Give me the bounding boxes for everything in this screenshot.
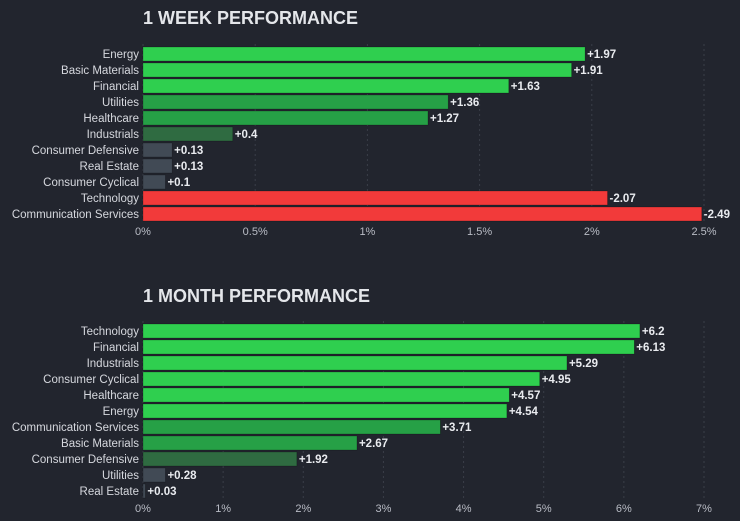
- week-bar[interactable]: [142, 62, 572, 78]
- month-value-label: +2.67: [359, 438, 388, 450]
- week-bar[interactable]: [142, 190, 608, 206]
- week-bar[interactable]: [142, 94, 449, 110]
- month-performance-chart: 1 MONTH PERFORMANCE 0% 1% 2% 3% 4% 5% 6% 7% Tech…: [12, 286, 712, 515]
- month-category-label: Consumer Cyclical: [43, 374, 139, 386]
- month-category-label: Technology: [81, 326, 139, 338]
- month-bar[interactable]: [142, 435, 358, 451]
- week-value-label: +0.13: [174, 161, 203, 173]
- week-category-label: Financial: [93, 81, 139, 93]
- week-value-label: -2.07: [610, 193, 636, 205]
- month-category-label: Energy: [103, 406, 140, 418]
- week-category-label: Consumer Cyclical: [43, 177, 139, 189]
- month-x-tick-label: 4%: [456, 503, 472, 515]
- month-bar[interactable]: [142, 371, 541, 387]
- week-category-label: Technology: [81, 193, 139, 205]
- month-category-label: Financial: [93, 342, 139, 354]
- week-value-label: +0.13: [174, 145, 203, 157]
- month-x-tick-label: 6%: [616, 503, 632, 515]
- week-value-label: +0.4: [235, 129, 258, 141]
- month-chart-title: 1 MONTH PERFORMANCE: [143, 286, 370, 306]
- week-x-tick-label: 2%: [584, 226, 600, 238]
- month-x-tick-label: 1%: [215, 503, 231, 515]
- month-value-label: +4.95: [542, 374, 572, 386]
- week-bar[interactable]: [142, 174, 166, 190]
- week-value-label: +1.91: [574, 65, 604, 77]
- month-category-label: Communication Services: [12, 422, 139, 434]
- week-value-label: +0.1: [167, 177, 190, 189]
- week-category-label: Healthcare: [83, 113, 139, 125]
- month-bar[interactable]: [142, 467, 166, 483]
- month-value-label: +0.03: [147, 486, 176, 498]
- week-x-tick-label: 2.5%: [691, 226, 716, 238]
- month-value-label: +5.29: [569, 358, 598, 370]
- week-bar[interactable]: [142, 206, 703, 222]
- week-category-label: Basic Materials: [61, 65, 139, 77]
- month-bar[interactable]: [142, 339, 635, 355]
- week-category-label: Real Estate: [80, 161, 139, 173]
- week-category-label: Energy: [103, 49, 140, 61]
- week-bar[interactable]: [142, 110, 429, 126]
- week-value-label: +1.36: [450, 97, 479, 109]
- week-category-label: Utilities: [102, 97, 139, 109]
- week-value-label: +1.97: [587, 49, 616, 61]
- month-value-label: +6.13: [636, 342, 665, 354]
- month-bar[interactable]: [142, 387, 510, 403]
- month-bar[interactable]: [142, 323, 641, 339]
- month-category-label: Consumer Defensive: [32, 454, 139, 466]
- month-bar[interactable]: [142, 483, 146, 499]
- month-value-label: +3.71: [442, 422, 472, 434]
- week-category-label: Industrials: [87, 129, 140, 141]
- week-bar[interactable]: [142, 46, 586, 62]
- month-x-tick-label: 7%: [696, 503, 712, 515]
- week-value-label: +1.63: [511, 81, 540, 93]
- month-x-tick-label: 3%: [375, 503, 391, 515]
- month-value-label: +1.92: [299, 454, 328, 466]
- month-category-label: Healthcare: [83, 390, 139, 402]
- month-category-label: Real Estate: [80, 486, 139, 498]
- month-category-label: Basic Materials: [61, 438, 139, 450]
- month-value-label: +6.2: [642, 326, 665, 338]
- week-chart-title: 1 WEEK PERFORMANCE: [143, 8, 358, 28]
- month-category-label: Utilities: [102, 470, 139, 482]
- month-bar[interactable]: [142, 403, 508, 419]
- month-value-label: +0.28: [167, 470, 197, 482]
- month-value-label: +4.57: [511, 390, 540, 402]
- week-category-label: Communication Services: [12, 209, 139, 221]
- month-x-tick-label: 0%: [135, 503, 151, 515]
- month-x-tick-label: 5%: [536, 503, 552, 515]
- week-value-label: -2.49: [704, 209, 730, 221]
- week-bar[interactable]: [142, 158, 173, 174]
- week-bar[interactable]: [142, 142, 173, 158]
- week-performance-chart: 1 WEEK PERFORMANCE 0% 0.5% 1% 1.5% 2% 2.5% Ene…: [12, 8, 730, 238]
- week-x-tick-label: 0%: [135, 226, 151, 238]
- week-x-tick-label: 0.5%: [243, 226, 268, 238]
- week-x-tick-label: 1.5%: [467, 226, 492, 238]
- week-x-tick-label: 1%: [359, 226, 375, 238]
- month-value-label: +4.54: [509, 406, 539, 418]
- week-bar[interactable]: [142, 78, 510, 94]
- week-value-label: +1.27: [430, 113, 459, 125]
- month-bar[interactable]: [142, 451, 298, 467]
- week-category-label: Consumer Defensive: [32, 145, 139, 157]
- week-bar[interactable]: [142, 126, 234, 142]
- month-bar[interactable]: [142, 419, 441, 435]
- month-x-tick-label: 2%: [295, 503, 311, 515]
- month-bar[interactable]: [142, 355, 568, 371]
- month-category-label: Industrials: [87, 358, 140, 370]
